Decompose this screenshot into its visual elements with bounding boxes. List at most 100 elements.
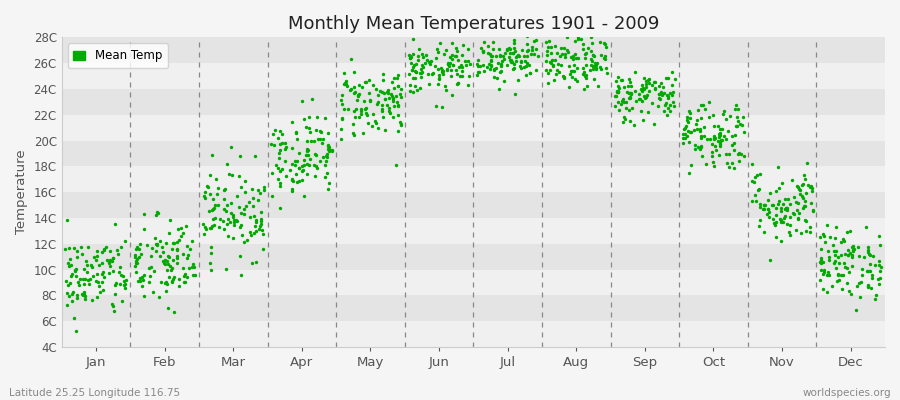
Point — [273, 168, 287, 174]
Point — [226, 214, 240, 220]
Point — [179, 223, 194, 230]
Point — [638, 84, 652, 90]
Point — [461, 58, 475, 64]
Point — [341, 106, 356, 112]
Point — [443, 54, 457, 60]
Point — [233, 210, 248, 217]
Point — [70, 292, 85, 298]
Point — [316, 136, 330, 142]
Point — [806, 207, 820, 214]
Point — [835, 286, 850, 292]
Point — [783, 222, 797, 229]
Point — [725, 132, 740, 139]
Point — [570, 78, 584, 85]
Point — [565, 68, 580, 74]
Point — [800, 160, 814, 166]
Point — [760, 205, 775, 212]
Point — [441, 60, 455, 66]
Point — [313, 128, 328, 134]
Point — [352, 82, 366, 88]
Point — [577, 69, 591, 76]
Point — [525, 44, 539, 50]
Point — [622, 95, 636, 102]
Point — [690, 116, 705, 123]
Point — [797, 217, 812, 223]
Point — [826, 260, 841, 266]
Point — [181, 252, 195, 258]
Point — [105, 301, 120, 308]
Point — [568, 55, 582, 62]
Point — [676, 140, 690, 146]
Point — [445, 52, 459, 58]
Point — [159, 281, 174, 287]
Point — [628, 98, 643, 104]
Point — [254, 217, 268, 224]
Point — [459, 62, 473, 68]
Point — [132, 274, 147, 281]
Point — [660, 112, 674, 118]
Point — [321, 186, 336, 192]
Point — [300, 161, 314, 168]
Point — [429, 55, 444, 62]
Point — [782, 200, 796, 207]
Point — [322, 148, 337, 154]
Point — [415, 62, 429, 69]
Point — [662, 102, 677, 108]
Point — [202, 260, 217, 266]
Point — [760, 211, 774, 217]
Point — [521, 62, 535, 68]
Point — [333, 136, 347, 142]
Point — [240, 237, 255, 243]
Point — [799, 228, 814, 234]
Point — [752, 186, 766, 192]
Point — [652, 82, 666, 89]
Point — [778, 205, 793, 211]
Point — [61, 282, 76, 288]
Point — [575, 46, 590, 52]
Point — [380, 89, 394, 95]
Point — [566, 68, 580, 74]
Point — [503, 50, 517, 56]
Point — [238, 178, 252, 184]
Point — [393, 121, 408, 127]
Point — [815, 271, 830, 277]
Point — [503, 56, 517, 63]
Point — [160, 258, 175, 264]
Point — [615, 77, 629, 83]
Point — [571, 36, 585, 42]
Point — [207, 222, 221, 228]
Point — [567, 62, 581, 68]
Point — [386, 98, 400, 104]
Point — [206, 206, 220, 212]
Point — [493, 61, 508, 68]
Point — [735, 114, 750, 120]
Point — [410, 69, 424, 75]
Point — [391, 128, 405, 135]
Point — [787, 210, 801, 217]
Point — [539, 58, 554, 64]
Point — [803, 229, 817, 236]
Point — [144, 252, 158, 259]
Point — [386, 85, 400, 92]
Point — [183, 246, 197, 252]
Point — [310, 165, 324, 171]
Point — [156, 258, 170, 264]
Point — [409, 61, 423, 68]
Point — [593, 66, 608, 72]
Point — [816, 267, 831, 274]
Point — [131, 254, 146, 261]
Point — [693, 144, 707, 150]
Point — [287, 162, 302, 168]
Point — [568, 76, 582, 82]
Point — [543, 67, 557, 74]
Point — [156, 248, 170, 255]
Point — [814, 256, 828, 263]
Point — [249, 228, 264, 234]
Point — [106, 307, 121, 314]
Point — [70, 295, 85, 301]
Point — [834, 272, 849, 278]
Point — [503, 56, 517, 63]
Point — [451, 80, 465, 86]
Point — [375, 77, 390, 83]
Point — [254, 216, 268, 222]
